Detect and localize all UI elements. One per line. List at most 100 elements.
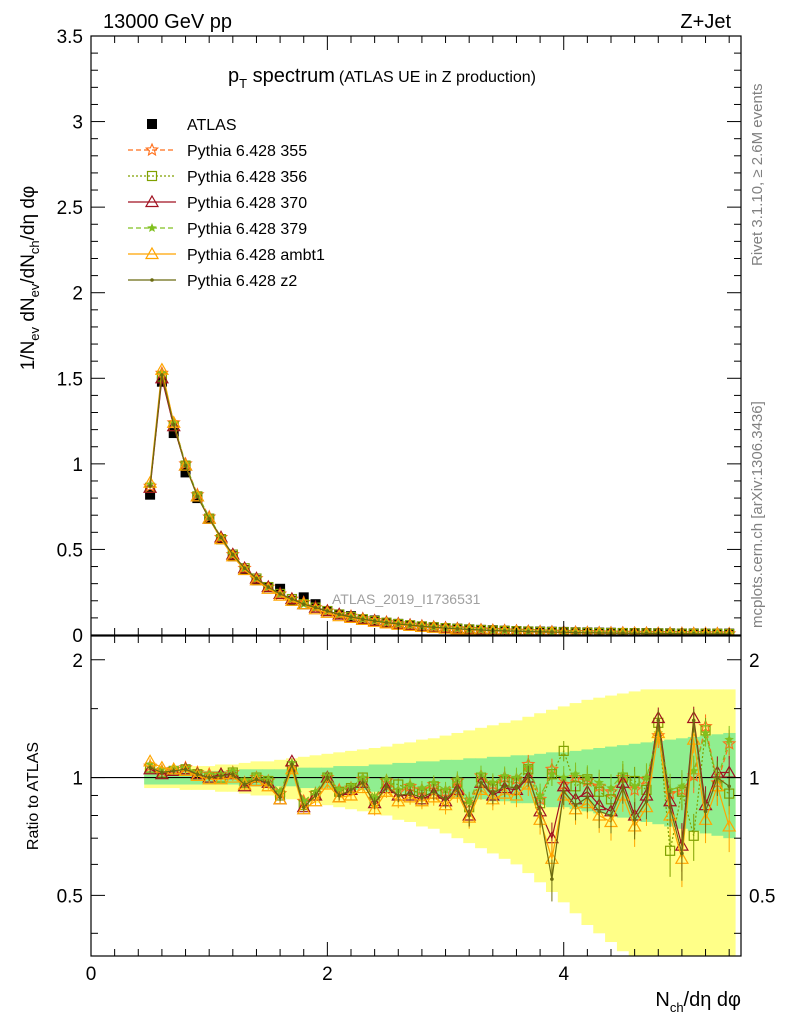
ratio-series-point <box>464 796 474 806</box>
ratio-series-point <box>455 786 460 790</box>
ratio-series-point <box>290 762 294 767</box>
main-series-point <box>145 489 156 500</box>
main-series-point <box>621 631 625 635</box>
header-left: 13000 GeV pp <box>103 11 232 33</box>
plot-title-main: p <box>228 65 239 87</box>
ratio-series-point <box>535 790 545 800</box>
legend-label: Pythia 6.428 z2 <box>187 273 297 290</box>
ratio-series-point <box>677 781 687 791</box>
main-series-point <box>213 531 229 545</box>
ratio-series-point <box>715 775 720 780</box>
ratio-series-point <box>231 772 235 777</box>
main-series-point <box>178 458 193 471</box>
side-text-bottom: mcplots.cern.ch [arXiv:1306.3436] <box>749 401 766 628</box>
ratio-series-point <box>403 790 418 803</box>
plot-title-sub: T <box>239 76 247 91</box>
x-tick-label: 2 <box>322 964 333 985</box>
ratio-series-point <box>450 786 465 799</box>
main-series-point <box>301 602 306 606</box>
ratio-series-point <box>254 777 259 782</box>
ratio-plot-panel: 0.5 0.5 1 1 2 2 0 2 4 Ratio to ATLAS Nch/dη dφ <box>25 635 775 1015</box>
main-plot-frame <box>90 35 742 636</box>
ratio-series-point <box>263 774 273 784</box>
main-series-point <box>242 566 247 571</box>
ratio-series-point <box>420 795 424 800</box>
ratio-series-5 <box>148 708 731 902</box>
ratio-series-point <box>651 725 666 739</box>
main-series-point <box>420 624 424 629</box>
ratio-series-point <box>727 784 731 789</box>
main-series-point <box>266 585 271 589</box>
main-series-point <box>290 597 294 601</box>
ratio-series-point <box>417 783 427 793</box>
ratio-series-point <box>538 811 542 816</box>
ratio-series-point <box>668 805 672 810</box>
main-series-point <box>408 623 412 628</box>
main-series-point <box>361 617 365 622</box>
legend-label: Pythia 6.428 370 <box>187 195 307 212</box>
plot-title-note: (ATLAS UE in Z production) <box>339 69 536 86</box>
legend-entry: Pythia 6.428 ambt1 <box>128 246 325 264</box>
ratio-series-point <box>349 788 353 792</box>
ratio-series-point <box>320 777 335 790</box>
ratio-series-point <box>573 803 578 807</box>
legend-label: Pythia 6.428 ambt1 <box>187 247 325 264</box>
ratio-series-point <box>582 772 593 782</box>
main-series-point <box>207 516 211 521</box>
main-series-point <box>148 484 152 488</box>
ratio-series-point <box>431 789 436 794</box>
ratio-series-line <box>149 730 730 803</box>
ratio-series-point <box>594 777 604 787</box>
ratio-plot-frame <box>90 635 742 957</box>
main-series-point <box>349 615 353 619</box>
ratio-series-point <box>691 718 696 723</box>
ratio-series-point <box>414 794 429 807</box>
legend-marker <box>147 119 157 129</box>
plot-title-rest: spectrum <box>247 65 335 87</box>
main-series-point <box>479 628 483 632</box>
main-series-point <box>261 581 276 594</box>
main-series-point <box>597 631 601 635</box>
ratio-series-point <box>585 795 590 800</box>
ratio-y-tick-label-right: 2 <box>749 651 760 672</box>
main-series-line <box>149 374 730 635</box>
main-series-point <box>550 630 554 634</box>
ratio-series-point <box>479 780 483 785</box>
main-series-point <box>190 489 205 502</box>
ratio-series-point <box>467 813 471 818</box>
ratio-y-axis-label: Ratio to ATLAS <box>25 742 42 850</box>
ratio-series-point <box>665 784 675 794</box>
ratio-series-point <box>219 774 223 778</box>
ratio-series-line <box>149 720 730 880</box>
legend-label: Pythia 6.428 379 <box>187 221 307 238</box>
ratio-series-point <box>372 801 377 806</box>
ratio-series-point <box>688 830 699 841</box>
main-series-point <box>154 371 169 384</box>
ratio-series-point <box>724 734 734 744</box>
legend-entry: Pythia 6.428 356 <box>128 169 307 186</box>
ratio-series-point <box>426 790 441 803</box>
main-series-point <box>192 489 203 499</box>
ratio-series-point <box>325 775 330 780</box>
ratio-series-point <box>171 769 176 773</box>
ratio-series-point <box>722 819 737 832</box>
ratio-band-inner <box>463 758 476 800</box>
ratio-series-point <box>570 769 581 779</box>
ratio-series-point <box>488 777 498 787</box>
ratio-series-point <box>367 802 382 815</box>
ratio-y-tick-label-right: 0.5 <box>749 886 775 907</box>
main-series-point <box>526 629 531 634</box>
main-series-point <box>219 535 223 540</box>
ratio-series-point <box>558 745 569 756</box>
ratio-series-point <box>664 845 676 856</box>
ratio-series-point <box>301 805 306 810</box>
ratio-series-point <box>207 775 211 780</box>
ratio-series-point <box>228 765 238 775</box>
ratio-series-point <box>629 781 640 791</box>
ratio-series-point <box>384 784 389 789</box>
legend-entry: Pythia 6.428 379 <box>128 221 307 238</box>
ratio-series-point <box>473 782 489 796</box>
ratio-series-point <box>689 765 699 775</box>
ratio-series-point <box>148 765 152 770</box>
